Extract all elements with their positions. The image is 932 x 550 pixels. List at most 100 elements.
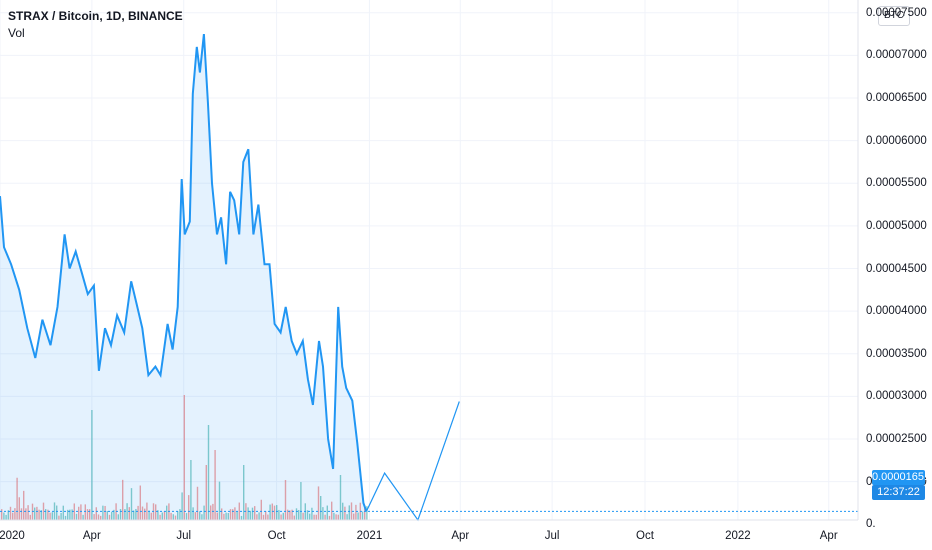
volume-bar — [18, 497, 20, 520]
volume-bar — [218, 481, 221, 520]
price-area-fill — [0, 34, 367, 520]
volume-bar — [71, 509, 73, 520]
volume-bar — [183, 395, 185, 520]
volume-bar — [311, 507, 313, 520]
volume-bar — [75, 513, 78, 520]
volume-bar — [262, 514, 265, 520]
volume-bar — [199, 511, 201, 520]
time-axis-label: 2020 — [0, 530, 25, 542]
volume-bar — [344, 506, 346, 520]
volume-bar — [280, 514, 282, 520]
volume-bar — [163, 511, 166, 520]
volume-bar — [177, 511, 179, 520]
volume-bar — [53, 502, 56, 520]
volume-bar — [335, 514, 337, 520]
volume-bar — [47, 509, 49, 520]
volume-bar — [93, 514, 95, 520]
time-axis-label: Apr — [819, 530, 838, 542]
chart-grid — [0, 0, 858, 520]
volume-bar — [139, 485, 141, 520]
volume-bar — [269, 504, 271, 520]
volume-bar — [291, 509, 293, 520]
volume-bar — [16, 477, 18, 520]
price-axis-label: 0.00003500 — [866, 347, 927, 360]
price-axis-label: 0.00004000 — [866, 305, 927, 318]
volume-bar — [51, 512, 53, 520]
volume-indicator-label[interactable]: Vol — [8, 26, 25, 40]
volume-bar — [3, 512, 5, 520]
volume-bar — [317, 486, 320, 520]
volume-bar — [45, 509, 47, 520]
volume-bar — [7, 510, 9, 520]
volume-bar — [137, 505, 139, 520]
volume-bar — [9, 506, 12, 520]
price-axis-label: 0. — [866, 518, 876, 531]
volume-bar — [236, 511, 238, 520]
volume-bar — [146, 502, 148, 520]
volume-bar — [122, 479, 124, 520]
volume-bar — [357, 512, 359, 520]
volume-bar — [190, 460, 192, 520]
time-axis-label: Jul — [544, 530, 560, 542]
time-axis-label: Apr — [82, 530, 101, 542]
volume-bar — [104, 505, 106, 520]
volume-bar — [227, 512, 229, 520]
volume-bar — [221, 508, 223, 520]
price-axis-label: 0.00004500 — [866, 262, 927, 275]
volume-bar — [350, 502, 353, 520]
volume-bar — [333, 512, 335, 520]
volume-bar — [97, 514, 100, 520]
volume-bar — [20, 508, 23, 520]
volume-bar — [161, 512, 163, 520]
volume-bar — [346, 514, 348, 520]
volume-bar — [216, 512, 218, 520]
volume-bar — [355, 504, 357, 520]
volume-bar — [267, 514, 269, 520]
volume-bar — [102, 505, 104, 520]
volume-bar — [14, 508, 16, 520]
volume-bar — [353, 513, 355, 520]
volume-bar — [298, 509, 300, 520]
volume-bar — [12, 512, 14, 520]
volume-bar — [185, 513, 188, 520]
volume-bar — [130, 488, 133, 520]
volume-bar — [223, 513, 225, 520]
volume-bar — [34, 507, 36, 520]
volume-bar — [331, 501, 333, 520]
price-axis-label: 0.00006000 — [866, 134, 927, 147]
volume-bar — [124, 509, 126, 520]
volume-bar — [203, 505, 205, 520]
volume-bar — [150, 512, 152, 520]
volume-bar — [342, 502, 344, 520]
volume-bar — [313, 514, 315, 520]
volume-bar — [192, 507, 194, 520]
volume-bar — [201, 514, 203, 520]
volume-bar — [320, 495, 322, 520]
currency-button[interactable]: BTC — [878, 6, 910, 26]
volume-bar — [119, 509, 122, 520]
volume-bar — [238, 502, 240, 520]
volume-bar — [234, 507, 236, 520]
volume-bar — [205, 465, 207, 520]
volume-bar — [315, 514, 317, 520]
volume-bar — [179, 509, 181, 520]
volume-bar — [284, 480, 287, 520]
volume-bar — [229, 509, 232, 520]
price-axis-label: 0.00006500 — [866, 92, 927, 105]
volume-bar — [78, 506, 80, 520]
volume-bar — [212, 503, 214, 520]
volume-bar — [117, 514, 119, 520]
volume-bar — [273, 505, 276, 520]
volume-bar — [289, 510, 291, 520]
volume-bar — [366, 506, 368, 520]
volume-bar — [188, 495, 190, 520]
volume-bar — [196, 486, 199, 520]
volume-bar — [40, 510, 42, 520]
volume-bar — [247, 507, 249, 520]
volume-bar — [337, 514, 339, 520]
volume-bar — [29, 514, 31, 520]
volume-bar — [126, 503, 128, 520]
bar-countdown-badge: 12:37:22 — [872, 485, 925, 500]
volume-bar — [278, 509, 280, 520]
